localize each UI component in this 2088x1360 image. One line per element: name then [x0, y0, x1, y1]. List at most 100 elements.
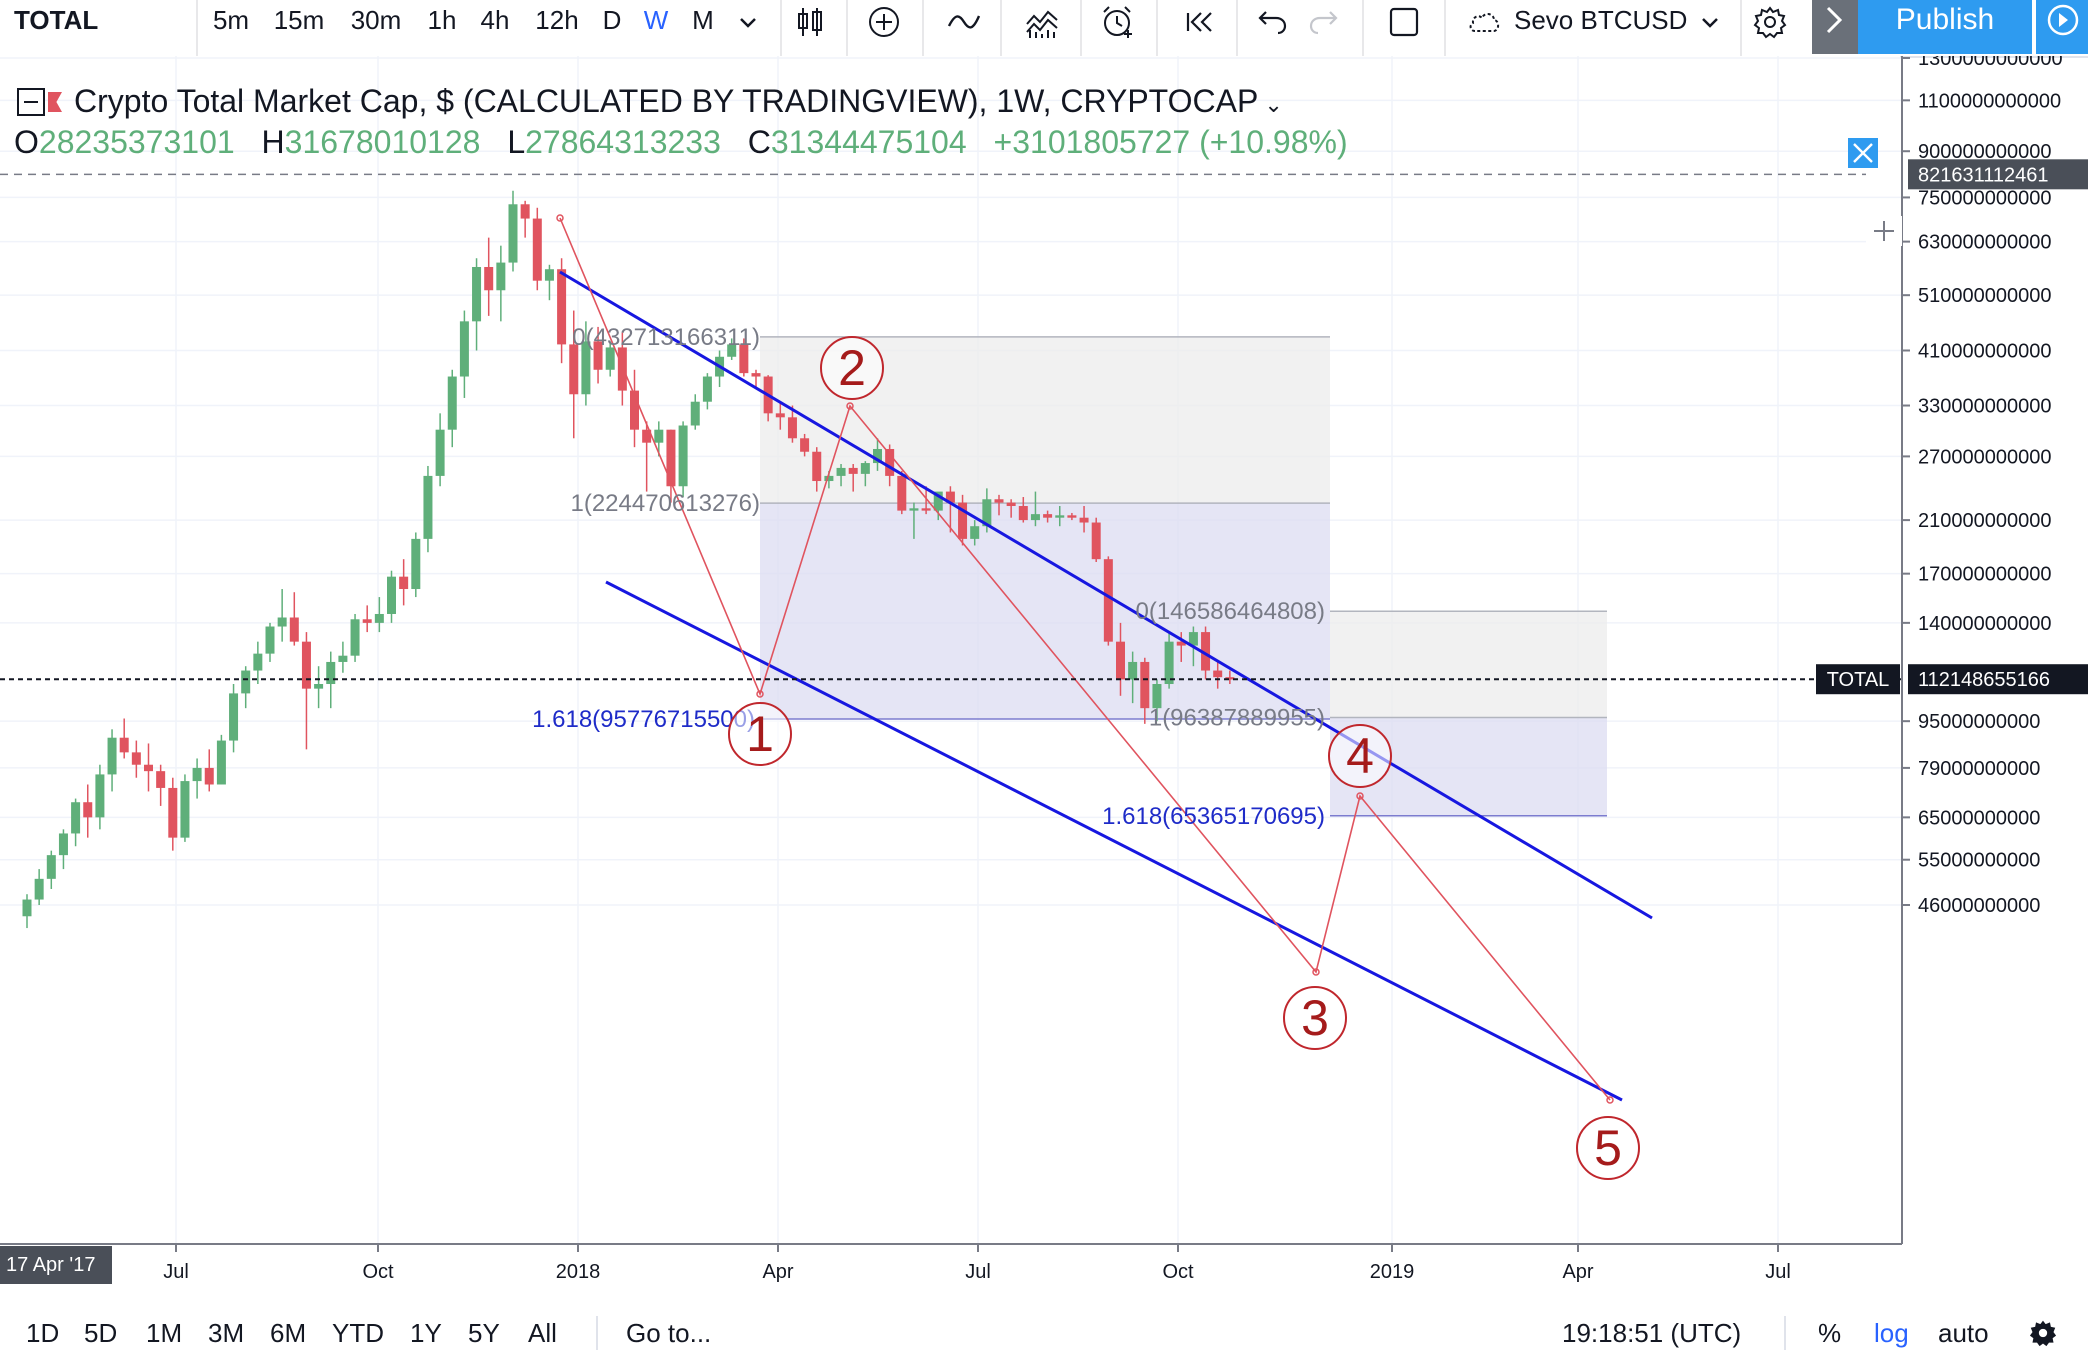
- candle-body: [678, 425, 688, 487]
- maximize-icon[interactable]: [1848, 138, 1878, 168]
- x-tick-label: 2018: [556, 1261, 601, 1283]
- play-icon[interactable]: [2034, 0, 2088, 54]
- time-axis[interactable]: Jul Oct 2018 Apr Jul Oct 2019 Apr Jul 17 Apr '17: [0, 1244, 1791, 1284]
- fib-level-label: 0(432713166311): [572, 324, 760, 351]
- bottom-divider: [1784, 1316, 1786, 1350]
- chevron-right-icon[interactable]: [1812, 0, 1858, 54]
- range-5d[interactable]: 5D: [84, 1318, 118, 1348]
- candle-body: [1030, 514, 1040, 521]
- gear-icon[interactable]: [1742, 0, 1798, 40]
- percent-toggle[interactable]: %: [1818, 1318, 1842, 1348]
- goto-button[interactable]: Go to...: [626, 1318, 712, 1348]
- wave-point: [756, 690, 764, 698]
- y-tick-label: 170000000000: [1918, 564, 2051, 586]
- range-1d[interactable]: 1D: [26, 1318, 60, 1348]
- chevron-down-icon[interactable]: [1682, 0, 1738, 40]
- line-chart-icon[interactable]: [936, 0, 992, 40]
- replay-icon[interactable]: [1172, 0, 1228, 40]
- cloud-icon: [1456, 0, 1512, 40]
- candle-body: [71, 802, 81, 834]
- interval-12h[interactable]: 12h: [535, 5, 579, 35]
- toolbar-divider: [196, 0, 198, 56]
- wave-label: 5: [1594, 1120, 1622, 1176]
- price-axis[interactable]: 1300000000000 1100000000000 900000000000 75…: [1902, 56, 2063, 917]
- gear-icon[interactable]: [2028, 1318, 2058, 1348]
- open-value: 28235373101: [38, 124, 235, 160]
- crosshair-plus-icon[interactable]: [1866, 216, 1902, 246]
- interval-m[interactable]: M: [692, 5, 714, 35]
- layout-name[interactable]: Sevo BTCUSD: [1514, 5, 1688, 35]
- candle-body: [958, 502, 968, 539]
- candle-body: [241, 670, 251, 694]
- y-tick-label: 65000000000: [1918, 807, 2040, 829]
- symbol-search[interactable]: TOTAL: [14, 5, 99, 35]
- interval-5m[interactable]: 5m: [212, 5, 250, 35]
- candle-body: [1152, 684, 1162, 709]
- legend-ohlc: O28235373101 H31678010128 L27864313233 C…: [14, 122, 1384, 162]
- log-toggle[interactable]: log: [1874, 1318, 1909, 1348]
- interval-4h[interactable]: 4h: [480, 5, 510, 35]
- wave-point: [1312, 968, 1320, 976]
- elliott-wave-path: [559, 217, 1611, 1101]
- trend-drawings[interactable]: [556, 214, 1653, 1104]
- candle-body: [873, 448, 882, 464]
- candles-icon[interactable]: [782, 0, 838, 40]
- toolbar-divider: [1080, 0, 1082, 56]
- candle-body: [775, 413, 785, 418]
- fib-zone-blue: [760, 503, 1330, 720]
- candle-body: [22, 899, 32, 917]
- toolbar-divider: [1156, 0, 1158, 56]
- candle-body: [350, 619, 360, 656]
- y-tick-label: 210000000000: [1918, 510, 2051, 532]
- chevron-down-icon[interactable]: ⌄: [1264, 92, 1283, 117]
- range-1m[interactable]: 1M: [146, 1318, 183, 1348]
- collapse-icon[interactable]: [17, 88, 45, 116]
- candle-body: [1176, 641, 1186, 646]
- candle-body: [1128, 661, 1138, 680]
- interval-w[interactable]: W: [643, 5, 669, 35]
- plus-circle-icon[interactable]: [856, 0, 912, 40]
- y-tick-label: 1300000000000: [1918, 56, 2063, 70]
- candle-body: [848, 467, 858, 474]
- price-chart[interactable]: 0(432713166311) 1(224470613276) 1.618(9577…: [0, 56, 2088, 1306]
- alarm-add-icon[interactable]: [1090, 0, 1146, 40]
- candle-body: [605, 347, 615, 370]
- interval-d[interactable]: D: [602, 5, 622, 35]
- fib-level-label: 0(146586464808): [1135, 598, 1325, 625]
- candle-body: [1213, 670, 1223, 678]
- toolbar-divider: [1362, 0, 1364, 56]
- interval-30m[interactable]: 30m: [350, 5, 402, 35]
- clock[interactable]: 19:18:51 (UTC): [1562, 1318, 1742, 1348]
- candle-body: [374, 613, 384, 623]
- wave-label-circle: [728, 702, 792, 766]
- undo-icon[interactable]: [1244, 0, 1300, 40]
- auto-toggle[interactable]: auto: [1938, 1318, 1989, 1348]
- range-5y[interactable]: 5Y: [468, 1318, 500, 1348]
- fullscreen-icon[interactable]: [1376, 0, 1432, 40]
- range-all[interactable]: All: [528, 1318, 557, 1348]
- series-name-badge: [1816, 664, 1900, 695]
- indicators-icon[interactable]: [1014, 0, 1070, 40]
- candle-body: [532, 218, 542, 281]
- interval-15m[interactable]: 15m: [273, 5, 325, 35]
- candle-body: [216, 740, 226, 785]
- legend-title-text: Crypto Total Market Cap, $ (CALCULATED B…: [74, 83, 1259, 119]
- candle-body: [192, 767, 202, 782]
- range-1y[interactable]: 1Y: [410, 1318, 442, 1348]
- candle-body: [34, 878, 44, 900]
- redo-icon[interactable]: [1296, 0, 1352, 40]
- y-tick-label: 55000000000: [1918, 850, 2040, 872]
- legend-title[interactable]: Crypto Total Market Cap, $ (CALCULATED B…: [14, 80, 1384, 122]
- candle-body: [557, 269, 567, 345]
- range-6m[interactable]: 6M: [270, 1318, 307, 1348]
- fib-level-label: 1(224470613276): [570, 490, 760, 517]
- chevron-down-icon[interactable]: [720, 0, 776, 40]
- interval-1h[interactable]: 1h: [427, 5, 457, 35]
- y-tick-label: 95000000000: [1918, 711, 2040, 733]
- range-ytd[interactable]: YTD: [332, 1318, 384, 1348]
- publish-button[interactable]: Publish: [1858, 0, 2032, 54]
- x-tick-label: 2019: [1370, 1261, 1415, 1283]
- x-tick-label: Oct: [362, 1261, 394, 1283]
- range-3m[interactable]: 3M: [208, 1318, 245, 1348]
- toolbar-divider: [780, 0, 782, 56]
